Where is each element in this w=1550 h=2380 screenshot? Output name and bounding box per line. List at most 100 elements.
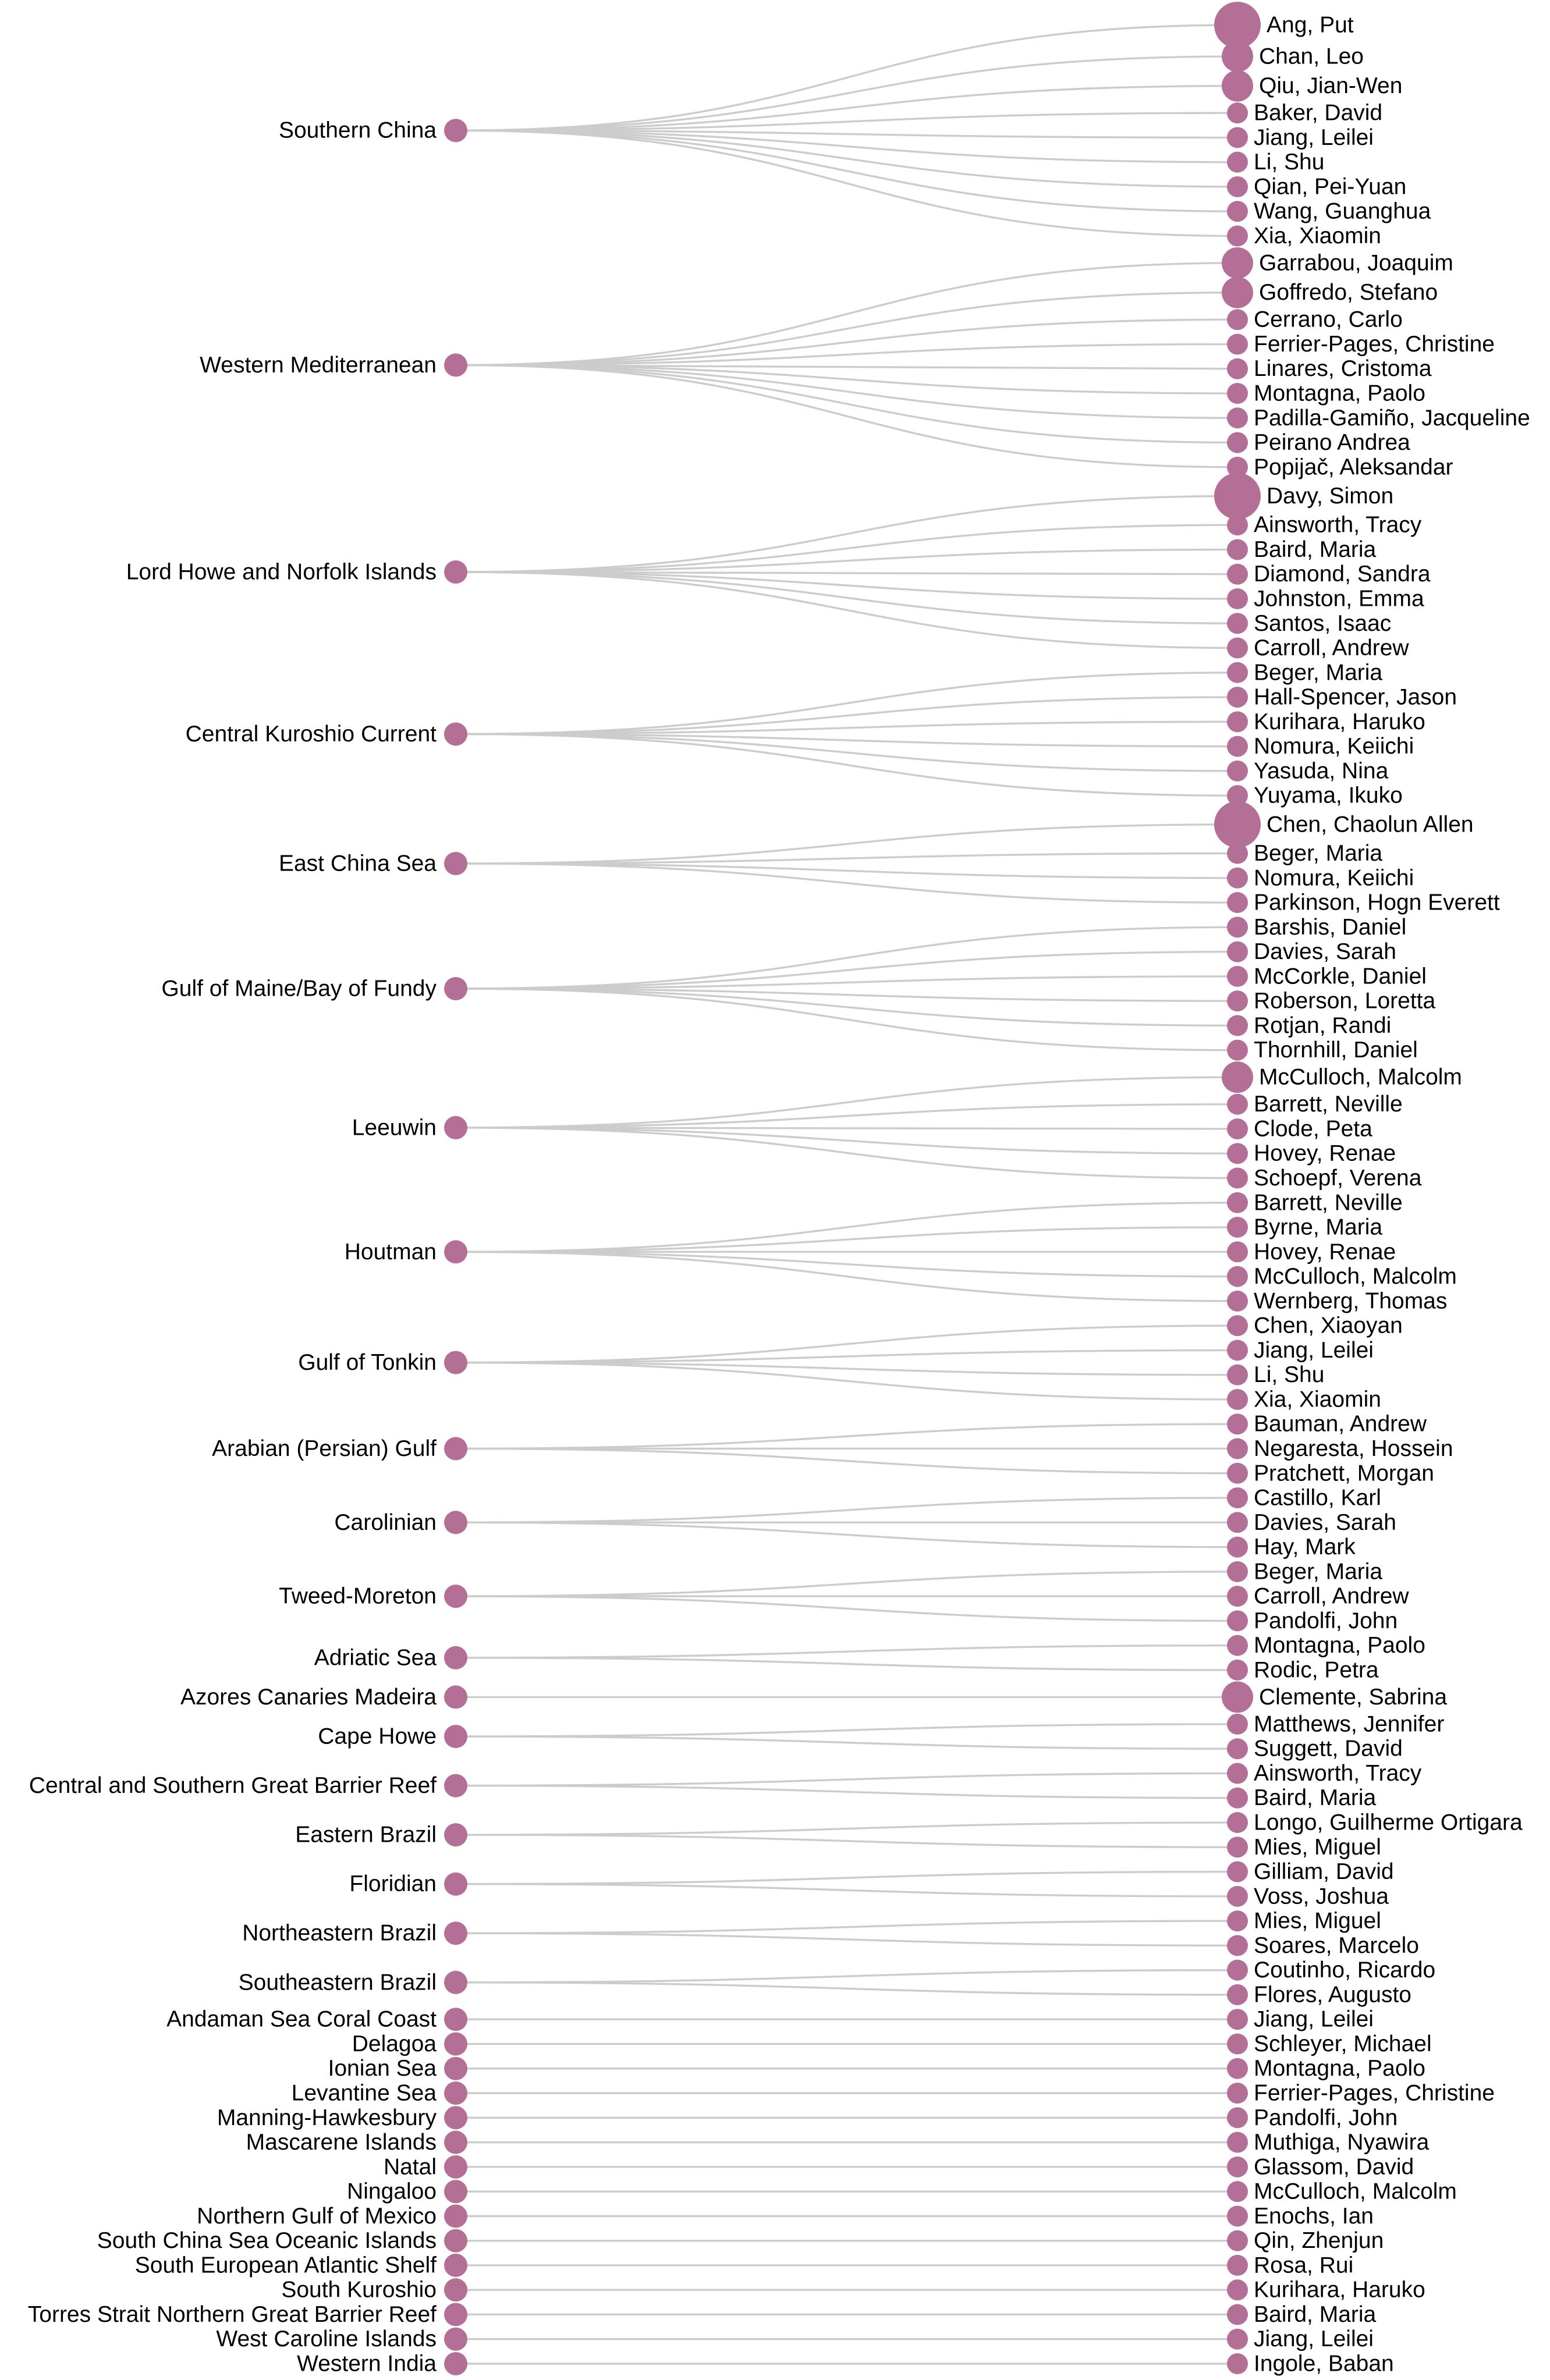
researcher-node[interactable] <box>1227 1340 1248 1361</box>
researcher-node[interactable] <box>1227 1462 1248 1484</box>
researcher-node[interactable] <box>1222 70 1253 102</box>
region-node[interactable] <box>444 851 467 875</box>
researcher-node[interactable] <box>1227 1487 1248 1509</box>
researcher-node[interactable] <box>1227 1536 1248 1558</box>
researcher-node[interactable] <box>1227 514 1248 536</box>
researcher-node[interactable] <box>1227 917 1248 938</box>
region-node[interactable] <box>444 1437 467 1461</box>
region-node[interactable] <box>444 977 467 1001</box>
researcher-node[interactable] <box>1227 2254 1248 2276</box>
researcher-node[interactable] <box>1227 2304 1248 2325</box>
researcher-node[interactable] <box>1227 1635 1248 1656</box>
researcher-node[interactable] <box>1227 127 1248 148</box>
researcher-node[interactable] <box>1227 563 1248 585</box>
researcher-node[interactable] <box>1227 383 1248 404</box>
researcher-node[interactable] <box>1227 687 1248 708</box>
region-node[interactable] <box>444 1921 467 1945</box>
region-node[interactable] <box>444 2204 467 2228</box>
researcher-node[interactable] <box>1227 456 1248 478</box>
researcher-node[interactable] <box>1227 965 1248 987</box>
researcher-node[interactable] <box>1214 473 1261 520</box>
region-node[interactable] <box>444 2081 467 2105</box>
researcher-node[interactable] <box>1214 801 1261 848</box>
researcher-node[interactable] <box>1227 1093 1248 1115</box>
researcher-node[interactable] <box>1227 1812 1248 1834</box>
region-node[interactable] <box>444 2106 467 2130</box>
researcher-node[interactable] <box>1227 760 1248 782</box>
researcher-node[interactable] <box>1227 2058 1248 2079</box>
researcher-node[interactable] <box>1227 201 1248 222</box>
researcher-node[interactable] <box>1227 1192 1248 1213</box>
researcher-node[interactable] <box>1227 1413 1248 1435</box>
researcher-node[interactable] <box>1227 225 1248 247</box>
researcher-node[interactable] <box>1222 247 1253 279</box>
researcher-node[interactable] <box>1227 1015 1248 1036</box>
researcher-node[interactable] <box>1222 1681 1253 1713</box>
researcher-node[interactable] <box>1227 333 1248 355</box>
region-node[interactable] <box>444 560 467 584</box>
region-node[interactable] <box>444 2008 467 2031</box>
region-node[interactable] <box>444 2253 467 2277</box>
researcher-node[interactable] <box>1227 2279 1248 2301</box>
researcher-node[interactable] <box>1227 892 1248 914</box>
region-node[interactable] <box>444 1725 467 1749</box>
region-node[interactable] <box>444 1823 467 1847</box>
researcher-node[interactable] <box>1227 1763 1248 1784</box>
region-node[interactable] <box>444 722 467 746</box>
region-node[interactable] <box>444 1240 467 1264</box>
region-node[interactable] <box>444 1351 467 1374</box>
researcher-node[interactable] <box>1227 102 1248 124</box>
region-node[interactable] <box>444 1511 467 1534</box>
researcher-node[interactable] <box>1227 662 1248 683</box>
researcher-node[interactable] <box>1227 867 1248 889</box>
researcher-node[interactable] <box>1227 1438 1248 1459</box>
researcher-node[interactable] <box>1227 309 1248 331</box>
researcher-node[interactable] <box>1227 1364 1248 1386</box>
researcher-node[interactable] <box>1227 2205 1248 2227</box>
researcher-node[interactable] <box>1227 1512 1248 1533</box>
region-node[interactable] <box>444 1685 467 1709</box>
researcher-node[interactable] <box>1227 358 1248 379</box>
researcher-node[interactable] <box>1227 1910 1248 1932</box>
researcher-node[interactable] <box>1227 2132 1248 2153</box>
region-node[interactable] <box>444 2278 467 2302</box>
researcher-node[interactable] <box>1227 785 1248 807</box>
researcher-node[interactable] <box>1227 151 1248 173</box>
region-node[interactable] <box>444 1774 467 1798</box>
researcher-node[interactable] <box>1227 736 1248 757</box>
researcher-node[interactable] <box>1227 1143 1248 1164</box>
researcher-node[interactable] <box>1227 1935 1248 1956</box>
researcher-node[interactable] <box>1227 1787 1248 1809</box>
researcher-node[interactable] <box>1227 1388 1248 1410</box>
researcher-node[interactable] <box>1227 711 1248 733</box>
researcher-node[interactable] <box>1227 2353 1248 2374</box>
researcher-node[interactable] <box>1227 1713 1248 1735</box>
researcher-node[interactable] <box>1227 941 1248 962</box>
researcher-node[interactable] <box>1227 2107 1248 2129</box>
region-node[interactable] <box>444 1970 467 1994</box>
researcher-node[interactable] <box>1222 40 1253 72</box>
region-node[interactable] <box>444 353 467 377</box>
region-node[interactable] <box>444 1585 467 1608</box>
researcher-node[interactable] <box>1227 613 1248 634</box>
researcher-node[interactable] <box>1227 1118 1248 1139</box>
researcher-node[interactable] <box>1227 2181 1248 2203</box>
researcher-node[interactable] <box>1227 1241 1248 1263</box>
region-node[interactable] <box>444 2327 467 2351</box>
researcher-node[interactable] <box>1227 2230 1248 2251</box>
researcher-node[interactable] <box>1227 1861 1248 1882</box>
researcher-node[interactable] <box>1227 2328 1248 2350</box>
researcher-node[interactable] <box>1227 1586 1248 1607</box>
researcher-node[interactable] <box>1227 1315 1248 1337</box>
region-node[interactable] <box>444 1872 467 1896</box>
region-node[interactable] <box>444 2032 467 2056</box>
researcher-node[interactable] <box>1227 1984 1248 2005</box>
researcher-node[interactable] <box>1227 1959 1248 1981</box>
researcher-node[interactable] <box>1227 407 1248 429</box>
researcher-node[interactable] <box>1227 843 1248 864</box>
researcher-node[interactable] <box>1227 1836 1248 1858</box>
researcher-node[interactable] <box>1227 2009 1248 2030</box>
researcher-node[interactable] <box>1227 990 1248 1012</box>
researcher-node[interactable] <box>1222 276 1253 308</box>
region-node[interactable] <box>444 2303 467 2326</box>
